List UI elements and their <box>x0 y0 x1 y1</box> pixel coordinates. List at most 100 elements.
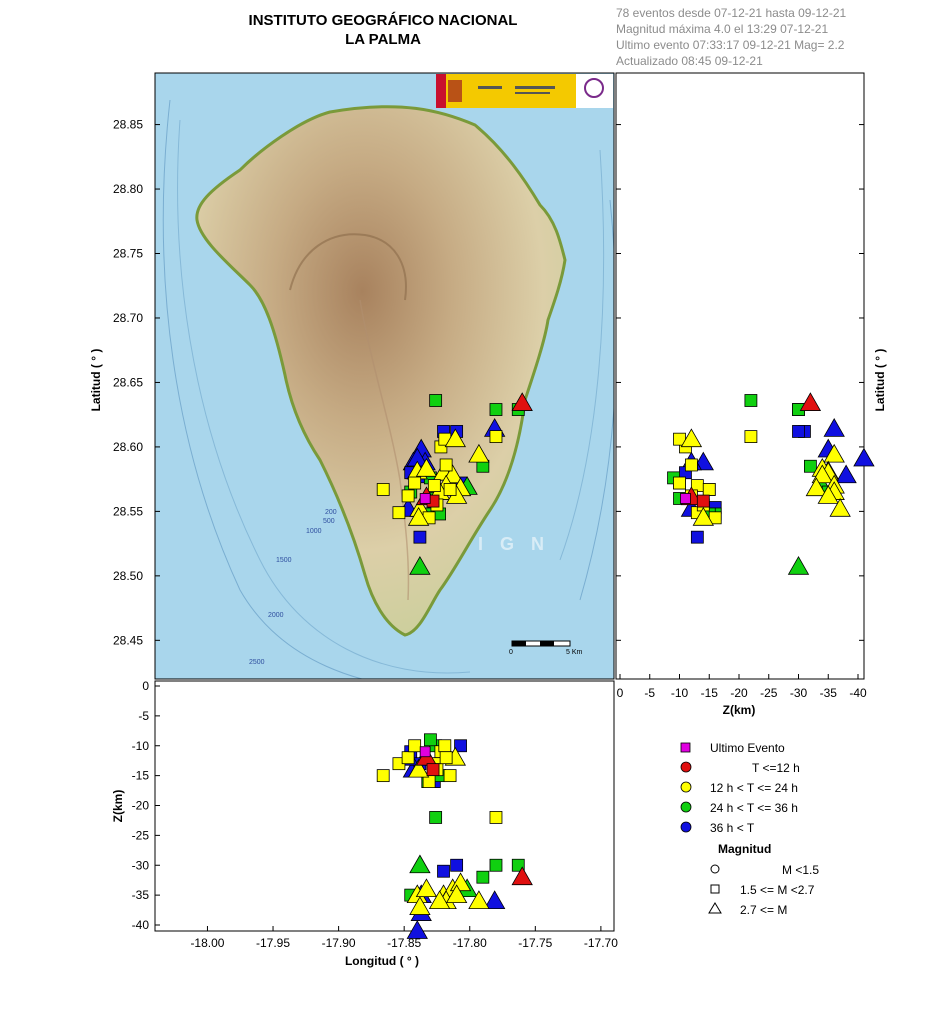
legend-swatch-yellow <box>680 781 692 793</box>
lat-depth-ylabel: Latitud ( ° ) <box>873 349 887 412</box>
event-marker-map <box>427 479 441 492</box>
lon-depth-xtick-label: -17.80 <box>453 936 487 950</box>
map-ylabel: Latitud ( ° ) <box>89 349 103 412</box>
event-marker-lon-depth <box>415 878 438 898</box>
event-marker-lon-depth <box>489 858 503 872</box>
event-marker-lat-depth <box>685 458 698 472</box>
event-marker-lon-depth <box>407 758 430 778</box>
lon-depth-ytick-label: -20 <box>132 799 150 813</box>
lon-depth-ytick-label: -25 <box>132 828 150 842</box>
event-marker-map <box>489 403 503 416</box>
event-marker-lat-depth <box>680 493 691 504</box>
lon-depth-xtick-label: -17.90 <box>322 936 356 950</box>
lon-depth-ytick-label: -10 <box>132 739 150 753</box>
contour-label: 1000 <box>306 528 322 535</box>
event-marker-lon-depth <box>423 733 437 747</box>
event-marker-lat-depth <box>744 394 758 407</box>
lon-depth-xtick-label: -18.00 <box>190 936 224 950</box>
legend-swatch-blue <box>680 821 692 833</box>
event-marker-lon-depth <box>438 739 452 753</box>
lat-depth-xtick-label: -25 <box>760 686 778 700</box>
info-max-magnitude: Magnitud máxima 4.0 el 13:29 07-12-21 <box>616 22 828 36</box>
bathymetry-contour <box>162 99 365 679</box>
lon-depth-ylabel: Z(km) <box>111 790 125 823</box>
event-marker-lat-depth <box>680 428 703 448</box>
contour-label: 1500 <box>276 557 292 564</box>
event-marker-map <box>392 506 406 520</box>
event-marker-map <box>407 507 430 526</box>
event-marker-map <box>415 458 438 477</box>
event-marker-lon-depth <box>437 864 450 878</box>
bathymetry-contour <box>177 119 471 674</box>
lon-depth-ytick-label: -40 <box>132 918 150 932</box>
legend-label-t1: T <=12 h <box>752 761 800 775</box>
event-marker-lon-depth <box>406 920 428 939</box>
legend-square-medium <box>710 884 720 894</box>
lon-depth-xlabel: Longitud ( ° ) <box>345 954 419 968</box>
contour-label: 500 <box>323 518 335 525</box>
legend-label-m1: M <1.5 <box>782 863 819 877</box>
event-marker-lon-depth <box>419 746 431 758</box>
event-marker-map <box>401 489 415 503</box>
lon-depth-ytick-label: -15 <box>132 769 150 783</box>
event-marker-lon-depth <box>445 884 468 904</box>
event-marker-lon-depth <box>489 811 503 824</box>
map-frame <box>154 72 615 680</box>
scale-bar: 0 5 Km <box>509 640 583 656</box>
event-marker-map <box>439 458 453 472</box>
legend-magnitude-title: Magnitud <box>718 842 771 856</box>
event-marker-lat-depth <box>804 459 817 473</box>
event-marker-lon-depth <box>409 854 431 874</box>
legend-label-last: Ultimo Evento <box>710 741 785 755</box>
event-marker-lon-depth <box>511 866 533 886</box>
event-marker-lat-depth <box>817 485 839 504</box>
event-marker-map <box>419 493 431 504</box>
lat-depth-xtick-label: -20 <box>730 686 748 700</box>
event-marker-lat-depth <box>811 464 833 484</box>
event-marker-lon-depth <box>401 751 415 765</box>
lon-depth-ytick-label: -5 <box>138 709 149 723</box>
figure-title: INSTITUTO GEOGRÁFICO NACIONAL <box>249 12 518 29</box>
map-ytick-label: 28.70 <box>113 311 143 325</box>
legend-circle-small <box>710 864 720 874</box>
event-marker-lat-depth <box>853 447 875 467</box>
lon-depth-xtick-label: -17.95 <box>256 936 290 950</box>
scale-end: 5 Km <box>566 649 583 656</box>
info-event-count: 78 eventos desde 07-12-21 hasta 09-12-21 <box>616 6 846 20</box>
event-marker-lon-depth <box>443 769 457 783</box>
map-ytick-label: 28.85 <box>113 118 143 132</box>
legend-swatch-red <box>680 761 692 773</box>
event-marker-lat-depth <box>829 497 851 517</box>
legend-swatch-last <box>680 742 691 753</box>
lon-depth-ytick-label: 0 <box>142 679 149 693</box>
lon-depth-xtick-label: -17.75 <box>518 936 552 950</box>
event-marker-lat-depth <box>792 425 805 438</box>
event-marker-lat-depth <box>673 476 686 490</box>
axis-ticks: 28.45 28.50 28.55 28.60 28.65 28.70 28.75 28.80… <box>113 118 867 950</box>
event-marker-lon-depth <box>468 890 490 909</box>
scale-start: 0 <box>509 649 513 656</box>
map-ytick-label: 28.55 <box>113 504 143 518</box>
contour-label: 2000 <box>268 612 284 619</box>
event-marker-lon-depth <box>409 896 431 915</box>
lat-depth-xtick-label: -35 <box>820 686 838 700</box>
ministerio-logo <box>436 74 613 108</box>
event-marker-map <box>408 476 422 490</box>
cumbre-vieja-ridge <box>359 299 410 601</box>
event-marker-lat-depth <box>690 530 704 544</box>
lat-depth-xlabel: Z(km) <box>723 703 756 717</box>
event-markers <box>376 392 875 939</box>
legend-label-t3: 24 h < T <= 36 h <box>710 801 798 815</box>
event-marker-map <box>444 428 467 448</box>
map-ytick-label: 28.65 <box>113 375 143 389</box>
event-marker-map <box>413 530 427 544</box>
lat-depth-xtick-label: -15 <box>701 686 719 700</box>
event-marker-lon-depth <box>376 769 390 783</box>
event-marker-lon-depth <box>450 858 464 872</box>
event-marker-lon-depth <box>454 739 467 753</box>
legend-swatch-green <box>680 801 692 813</box>
legend-label-m2: 1.5 <= M <2.7 <box>740 883 815 897</box>
event-marker-lat-depth <box>799 392 822 411</box>
